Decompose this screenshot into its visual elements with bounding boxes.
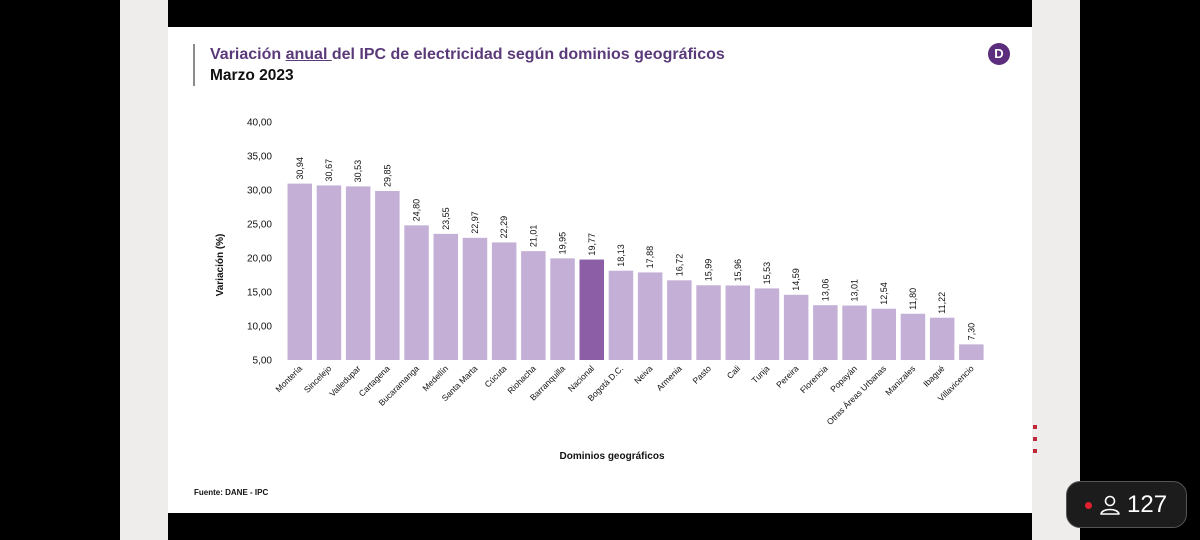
bar (696, 285, 721, 360)
category-label: Pasto (691, 363, 714, 386)
value-label: 11,22 (937, 292, 947, 314)
value-label: 7,30 (966, 323, 976, 341)
bar (637, 272, 663, 360)
value-label: 14,59 (791, 268, 801, 291)
bar (579, 259, 604, 360)
title-underlined-word: anual (285, 46, 332, 63)
value-label: 22,97 (470, 211, 480, 234)
value-label: 29,85 (382, 164, 392, 187)
value-label: 22,29 (499, 216, 509, 239)
category-label: Ibagué (921, 363, 947, 389)
value-label: 18,13 (616, 244, 626, 267)
value-labels: 30,94 30,67 30,53 29,85 24,80 23,55 22,97 22,29… (295, 157, 977, 340)
left-paper-margin (120, 0, 168, 540)
value-label: 30,94 (295, 157, 305, 180)
side-mark (1033, 437, 1037, 441)
y-axis-label: Variación (%) (215, 234, 226, 297)
y-tick-label: 35,00 (247, 152, 272, 163)
bar-chart: 5,0010,0015,0020,0025,0030,0035,0040,00 … (215, 118, 984, 462)
viewer-count-badge[interactable]: 127 (1066, 481, 1187, 528)
source-note: Fuente: DANE - IPC (194, 488, 269, 497)
value-label: 15,96 (733, 259, 743, 282)
live-dot-icon (1085, 502, 1092, 509)
value-label: 15,99 (704, 259, 714, 282)
value-label: 13,01 (850, 279, 860, 302)
chart-title: Variación anual del IPC de electricidad … (210, 46, 725, 64)
bar (667, 280, 692, 360)
chart-subtitle: Marzo 2023 (210, 67, 294, 84)
title-part-1: Variación (210, 46, 286, 63)
bar (287, 183, 312, 360)
bar (608, 270, 634, 360)
category-label: Pereira (774, 363, 801, 390)
bar (404, 225, 429, 360)
bar (375, 191, 400, 360)
title-accent-bar (193, 44, 195, 86)
side-mark (1033, 449, 1037, 453)
y-tick-label: 15,00 (247, 288, 272, 299)
value-label: 23,55 (441, 207, 451, 230)
bar (345, 186, 371, 360)
dane-logo: D (988, 43, 1010, 65)
bar (929, 317, 955, 360)
value-label: 15,53 (762, 262, 772, 285)
bar (813, 305, 838, 360)
value-label: 17,88 (645, 246, 655, 269)
bar (316, 185, 342, 360)
y-tick-label: 30,00 (247, 186, 272, 197)
value-label: 24,80 (412, 199, 422, 222)
title-part-2: del IPC de electricidad según dominios g… (331, 46, 725, 63)
value-label: 11,80 (908, 288, 918, 310)
viewer-count: 127 (1127, 491, 1168, 518)
bar (433, 233, 458, 360)
y-tick-label: 10,00 (247, 322, 272, 333)
category-label: Florencia (798, 363, 830, 395)
value-label: 12,54 (879, 282, 889, 305)
bar (842, 305, 867, 360)
y-tick-label: 40,00 (247, 118, 272, 129)
y-axis-ticks: 5,00 10,00 15,00 20,00 25,00 30,00 35,00 40,00 (247, 118, 272, 367)
category-label: Armenia (654, 363, 684, 393)
bar (900, 313, 926, 360)
category-label: Cúcuta (482, 363, 508, 389)
slide: Variación anual del IPC de electricidad … (168, 27, 1032, 513)
bar (521, 251, 546, 360)
category-label: Tunja (749, 363, 771, 385)
bar (550, 258, 575, 360)
value-label: 19,95 (558, 232, 568, 255)
bar (754, 288, 780, 360)
bar (783, 294, 809, 360)
side-mark (1033, 425, 1037, 429)
value-label: 30,67 (324, 159, 334, 182)
category-labels: MonteríaSincelejoValleduparCartagenaBuca… (273, 363, 976, 427)
right-paper-margin (1032, 0, 1080, 540)
value-label: 16,72 (674, 254, 684, 277)
x-axis-label: Dominios geográficos (559, 451, 664, 462)
category-label: Neiva (632, 363, 655, 386)
category-label: Montería (273, 363, 304, 394)
y-tick-label: 25,00 (247, 220, 272, 231)
y-tick-label: 20,00 (247, 254, 272, 265)
side-marks (1031, 425, 1041, 495)
category-label: Manizales (883, 363, 917, 397)
category-label: Cali (725, 363, 743, 381)
person-icon (1100, 495, 1120, 515)
bar (871, 308, 896, 360)
bars (287, 183, 984, 360)
bar (725, 285, 750, 360)
value-label: 30,53 (353, 160, 363, 183)
value-label: 21,01 (528, 225, 538, 248)
y-tick-label: 5,00 (253, 356, 273, 367)
bar (491, 242, 517, 360)
bar (959, 344, 984, 360)
bar (462, 237, 488, 360)
value-label: 13,06 (820, 279, 830, 302)
value-label: 19,77 (587, 233, 597, 256)
